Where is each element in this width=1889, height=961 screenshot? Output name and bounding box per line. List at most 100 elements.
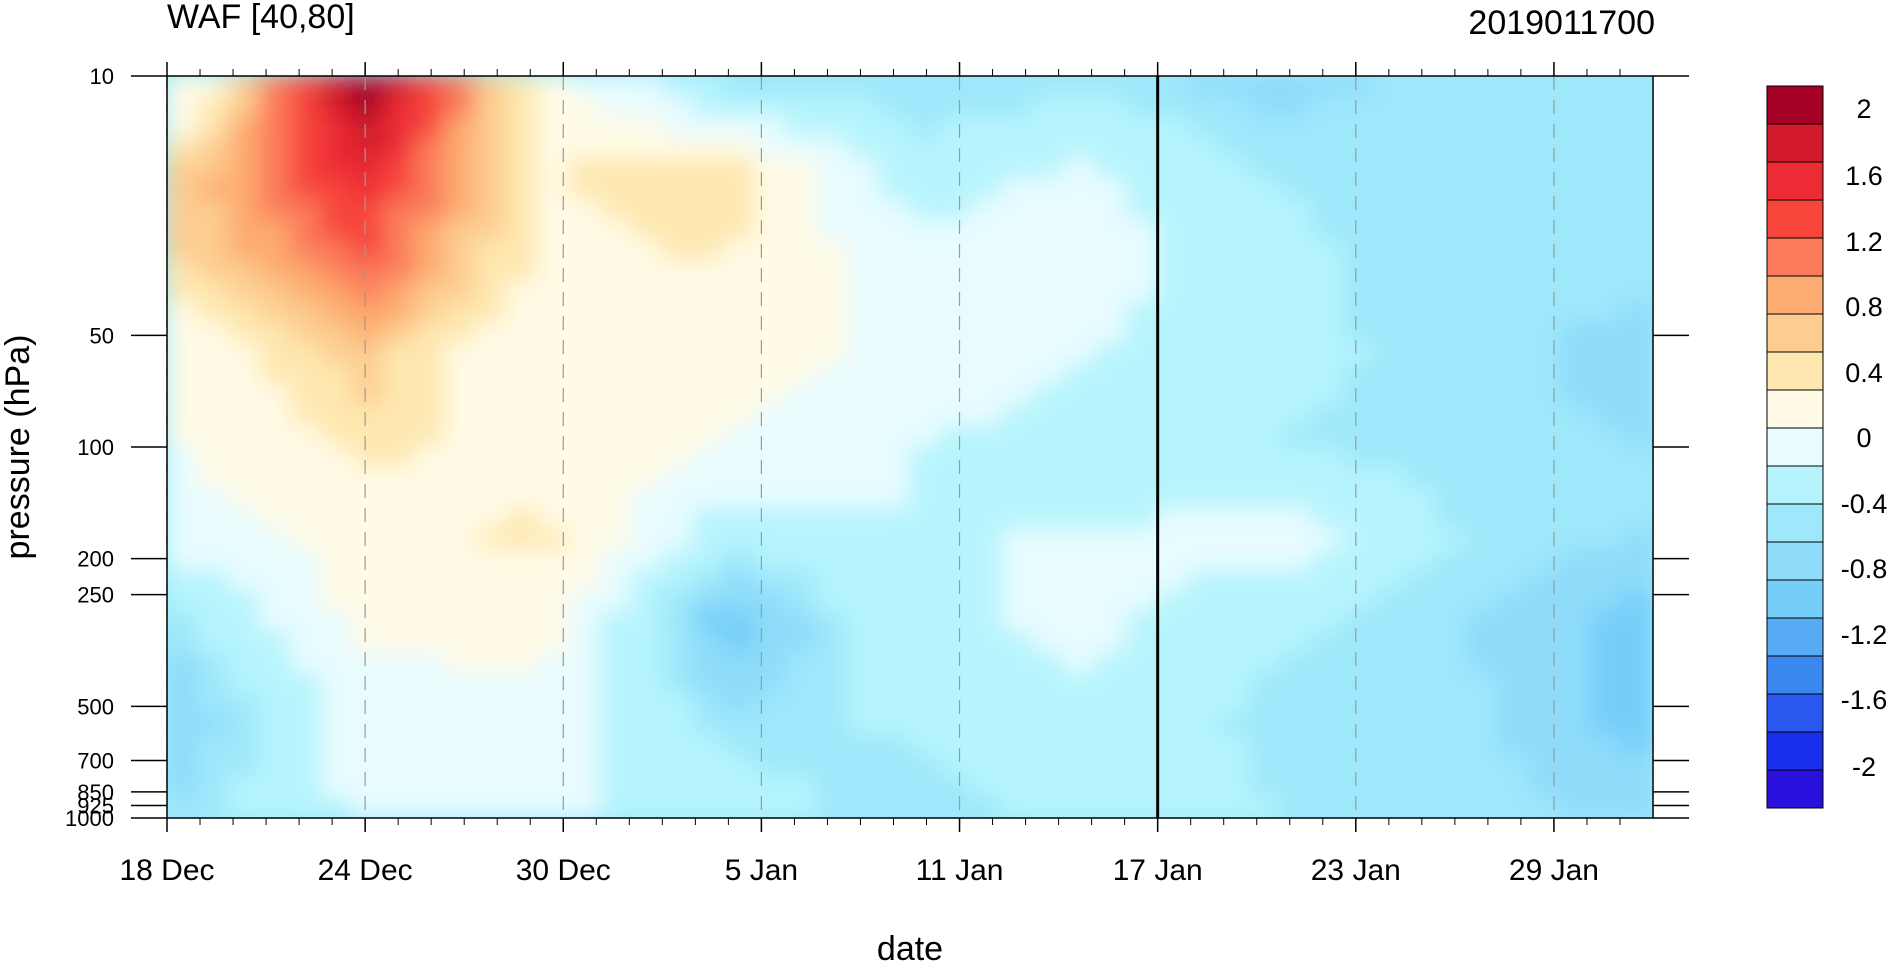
field-cell: [444, 95, 478, 119]
field-cell: [289, 775, 323, 799]
field-cell: [661, 342, 695, 366]
field-cell: [1094, 281, 1128, 304]
field-cell: [816, 549, 850, 572]
field-cell: [506, 569, 540, 593]
field-cell: [1249, 363, 1283, 387]
field-cell: [1156, 652, 1190, 675]
field-cell: [1373, 713, 1407, 737]
field-cell: [320, 734, 354, 758]
field-cell: [320, 610, 354, 634]
field-cell: [537, 610, 571, 634]
field-cell: [692, 425, 726, 448]
field-cell: [1559, 796, 1593, 818]
field-cell: [1466, 260, 1500, 284]
field-cell: [630, 796, 664, 818]
field-cell: [258, 610, 292, 634]
field-cell: [1063, 713, 1097, 737]
field-cell: [1001, 76, 1035, 98]
field-cell: [1156, 239, 1190, 263]
field-cell: [1094, 755, 1128, 778]
field-cell: [661, 610, 695, 634]
field-cell: [568, 528, 602, 552]
field-cell: [878, 157, 911, 181]
field-cell: [785, 301, 819, 325]
field-cell: [289, 734, 323, 758]
field-cell: [1435, 734, 1469, 758]
field-cell: [599, 219, 633, 242]
field-cell: [1249, 342, 1283, 366]
field-cell: [970, 136, 1004, 160]
field-cell: [878, 198, 911, 222]
field-cell: [351, 590, 385, 613]
field-cell: [1063, 95, 1097, 119]
field-cell: [167, 116, 199, 139]
field-cell: [1466, 76, 1500, 98]
field-cell: [661, 198, 695, 222]
field-cell: [1156, 631, 1190, 655]
field-cell: [1559, 713, 1593, 737]
field-cell: [1435, 404, 1469, 428]
field-cell: [1032, 631, 1066, 655]
field-cell: [1342, 157, 1376, 181]
field-cell: [1249, 652, 1283, 675]
field-cell: [878, 260, 911, 284]
field-cell: [1342, 487, 1376, 510]
field-cell: [1528, 157, 1562, 181]
field-cell: [1218, 342, 1252, 366]
field-cell: [568, 116, 602, 139]
field-cell: [1466, 219, 1500, 242]
field-cell: [1590, 652, 1624, 675]
field-cell: [506, 652, 540, 675]
field-cell: [1497, 76, 1531, 98]
field-cell: [444, 755, 478, 778]
field-cell: [1063, 693, 1097, 716]
field-cell: [661, 157, 695, 181]
field-cell: [909, 260, 942, 284]
field-cell: [939, 487, 973, 510]
field-cell: [1218, 549, 1252, 572]
field-cell: [413, 281, 447, 304]
field-cell: [506, 239, 540, 263]
field-cell: [630, 239, 664, 263]
field-cell: [1497, 693, 1531, 716]
field-cell: [196, 95, 230, 119]
field-cell: [1342, 755, 1376, 778]
field-cell: [320, 116, 354, 139]
field-cell: [1373, 652, 1407, 675]
field-cell: [661, 631, 695, 655]
field-cell: [196, 652, 230, 675]
field-cell: [1559, 590, 1593, 613]
field-cell: [630, 672, 664, 696]
field-cell: [785, 775, 819, 799]
field-cell: [1559, 384, 1593, 407]
field-cell: [1094, 384, 1128, 407]
field-cell: [723, 260, 757, 284]
field-cell: [1218, 507, 1252, 531]
field-cell: [1373, 136, 1407, 160]
field-cell: [847, 363, 881, 387]
field-cell: [227, 301, 261, 325]
field-cell: [1311, 652, 1345, 675]
field-cell: [227, 446, 261, 469]
field-cell: [1528, 549, 1562, 572]
colorbar-swatch: [1766, 237, 1824, 277]
field-cell: [1032, 713, 1066, 737]
colorbar-swatch: [1766, 693, 1824, 733]
field-cell: [258, 76, 292, 98]
field-cell: [444, 404, 478, 428]
field-cell: [1187, 631, 1221, 655]
field-cell: [754, 672, 788, 696]
field-cell: [1342, 219, 1376, 242]
field-cell: [939, 384, 973, 407]
field-cell: [289, 528, 323, 552]
field-cell: [1094, 116, 1128, 139]
field-cell: [568, 672, 602, 696]
field-cell: [1528, 569, 1562, 593]
field-cell: [630, 384, 664, 407]
colorbar-label: 1.2: [1845, 227, 1883, 257]
field-cell: [1404, 569, 1438, 593]
field-cell: [970, 178, 1004, 201]
field-cell: [1559, 693, 1593, 716]
field-cell: [1466, 363, 1500, 387]
field-cell: [227, 76, 261, 98]
